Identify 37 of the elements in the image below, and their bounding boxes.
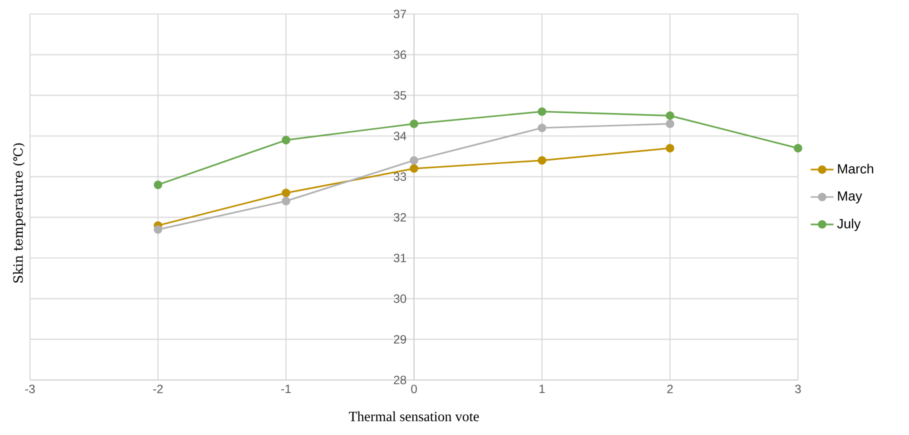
point	[794, 144, 802, 152]
legend-label: July	[837, 218, 861, 232]
x-tick-label: 2	[667, 384, 673, 394]
point	[410, 156, 418, 165]
legend-label: May	[838, 191, 862, 204]
y-tick-label: 32	[394, 213, 406, 222]
x-tick-label: 0	[411, 384, 417, 394]
y-tick-label: 34	[394, 132, 406, 140]
y-tick-label: 35	[394, 91, 406, 100]
point	[282, 188, 290, 198]
x-tick-label: -3	[25, 384, 35, 394]
point	[154, 225, 162, 234]
point	[410, 164, 418, 173]
x-axis-title: Thermal sensation vote	[348, 411, 479, 422]
y-tick-label: 36	[394, 50, 406, 59]
x-tick-label: -2	[153, 384, 163, 394]
point	[538, 124, 546, 132]
point	[410, 120, 418, 128]
point	[154, 180, 162, 190]
point	[538, 156, 546, 165]
y-tick-label: 33	[394, 172, 406, 181]
x-tick-label: 1	[540, 384, 545, 393]
point	[538, 107, 546, 116]
x-tick-label: -1	[281, 384, 291, 393]
legend-label: March	[838, 164, 874, 174]
point	[666, 144, 674, 152]
x-tick-label: 3	[795, 384, 801, 394]
y-tick-label: 31	[394, 254, 406, 262]
point	[282, 196, 290, 206]
point	[282, 136, 290, 144]
y-tick-label: 29	[394, 335, 406, 344]
y-tick-label: 37	[394, 10, 406, 18]
y-tick-label: 28	[394, 376, 406, 384]
point	[666, 111, 674, 120]
y-axis-title: Skin temperature (℃)	[13, 143, 26, 283]
y-tick-label: 30	[394, 294, 406, 303]
point	[666, 120, 674, 128]
